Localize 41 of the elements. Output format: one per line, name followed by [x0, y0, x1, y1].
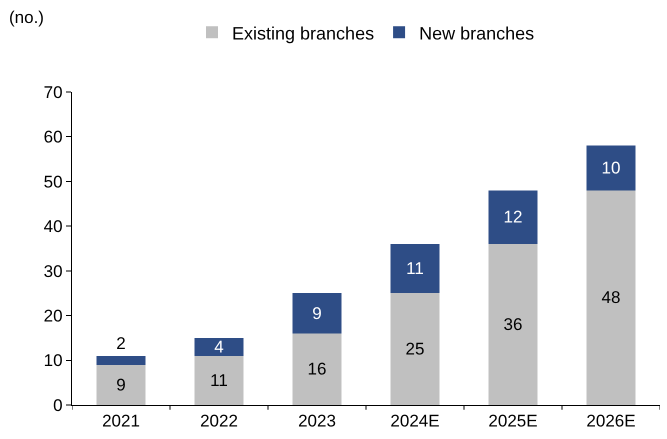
- x-tick-label: 2026E: [586, 411, 636, 430]
- bar: [586, 146, 636, 190]
- bar: [488, 244, 538, 405]
- data-label: 16: [308, 360, 326, 379]
- x-tick-label: 2023: [298, 411, 336, 430]
- y-tick-label: 70: [44, 82, 63, 102]
- data-label: 2: [116, 334, 126, 353]
- y-tick-label: 40: [44, 217, 63, 236]
- data-label: 36: [504, 315, 522, 334]
- data-label: 10: [602, 158, 620, 178]
- data-label: 25: [406, 340, 424, 359]
- x-tick-label: 2022: [200, 411, 238, 430]
- data-label: 11: [210, 370, 228, 390]
- bar: [194, 356, 244, 405]
- data-label: 48: [602, 288, 620, 308]
- bar: [390, 244, 440, 294]
- y-tick-label: 50: [44, 172, 63, 192]
- bar: [390, 293, 440, 405]
- x-tick-label: 2024E: [390, 411, 440, 430]
- legend-label: Existing branches: [232, 23, 374, 44]
- bar: [292, 293, 342, 334]
- bar: [96, 356, 146, 365]
- bar: [292, 333, 342, 405]
- data-label: 4: [214, 337, 224, 356]
- x-tick-label: 2021: [102, 411, 140, 430]
- y-tick-label: 20: [44, 306, 63, 326]
- data-label: 11: [406, 259, 424, 278]
- bar: [488, 190, 538, 244]
- data-label: 9: [116, 375, 126, 394]
- legend-label: New branches: [419, 23, 534, 44]
- data-label: 12: [504, 208, 522, 227]
- x-tick-label: 2025E: [488, 411, 538, 430]
- data-label: 9: [312, 304, 322, 323]
- y-tick-label: 30: [44, 262, 63, 281]
- bar: [194, 338, 244, 356]
- y-tick-label: 0: [53, 396, 63, 415]
- bar: [96, 364, 146, 405]
- y-axis-title: (no.): [9, 8, 44, 27]
- bar: [586, 190, 636, 405]
- y-tick-label: 10: [44, 351, 63, 370]
- y-tick-label: 60: [44, 128, 63, 147]
